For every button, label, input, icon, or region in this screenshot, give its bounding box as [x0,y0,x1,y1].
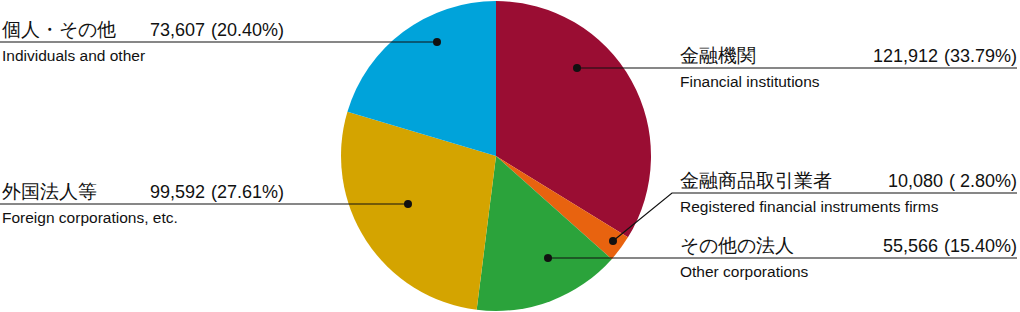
leader-line [613,193,1017,241]
value-label: 55,566 [883,236,938,256]
leader-line [548,257,1017,258]
value-label: 73,607 [150,20,205,40]
labels: 金融機関 Financial institutions 121,912 (33.79%… [0,18,1017,280]
percentage-label: (15.40%) [944,236,1017,256]
leader-dot [433,38,441,46]
category-label-en: Individuals and other [2,47,145,64]
data-label: 73,607 (20.40%) [150,20,284,40]
data-label: 99,592 (27.61%) [150,182,284,202]
category-label-en: Other corporations [680,263,809,280]
category-label: 外国法人等 [2,180,97,202]
slices [341,1,651,311]
category-label: 金融機関 [680,44,756,66]
category-label: その他の法人 [680,234,794,256]
slice [347,1,496,156]
category-label-en: Registered financial instruments firms [680,198,939,215]
slice [477,156,612,311]
data-label: 55,566 (15.40%) [883,236,1017,256]
percentage-label: (27.61%) [211,182,284,202]
leader-line [0,203,408,204]
category-label-en: Foreign corporations, etc. [2,209,178,226]
leader-dot [544,254,552,262]
leader-line [577,67,1017,68]
category-label-en: Financial institutions [680,73,820,90]
percentage-label: (33.79%) [944,46,1017,66]
percentage-label: (20.40%) [211,20,284,40]
leader-line [0,41,437,42]
category-label: 金融商品取引業者 [680,169,832,191]
data-label: 10,080 ( 2.80%) [888,171,1017,191]
leader-dot [609,237,617,245]
value-label: 10,080 [888,171,943,191]
leader-dot [404,200,412,208]
value-label: 121,912 [873,46,938,66]
leader-dot [573,64,581,72]
percentage-label: ( 2.80%) [949,171,1017,191]
category-label: 個人・その他 [2,18,116,40]
value-label: 99,592 [150,182,205,202]
chart: 金融機関 Financial institutions 121,912 (33.79%… [0,0,1020,312]
data-label: 121,912 (33.79%) [873,46,1017,66]
